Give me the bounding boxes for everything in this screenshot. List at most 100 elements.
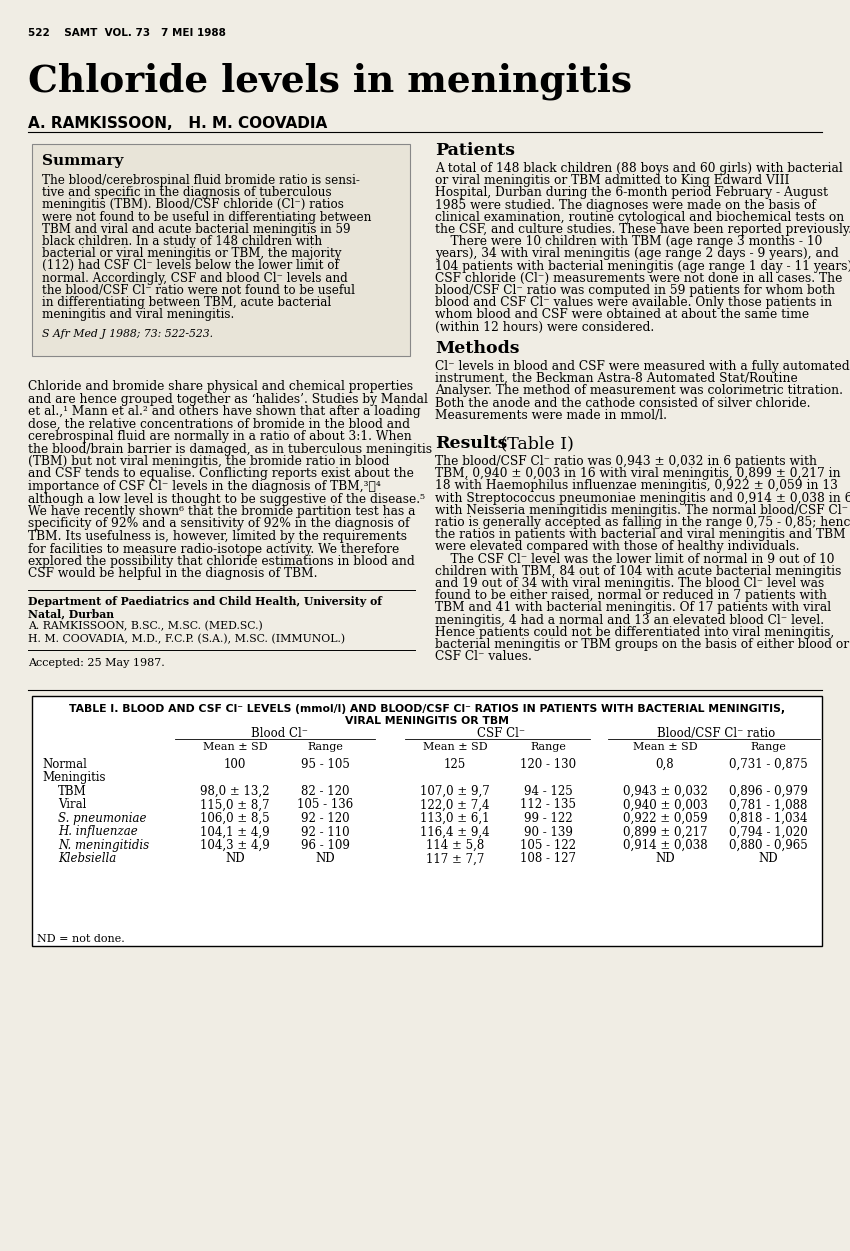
Text: importance of CSF Cl⁻ levels in the diagnosis of TBM,³‧⁴: importance of CSF Cl⁻ levels in the diag… xyxy=(28,480,381,493)
Text: normal. Accordingly, CSF and blood Cl⁻ levels and: normal. Accordingly, CSF and blood Cl⁻ l… xyxy=(42,271,348,284)
Text: with Streptococcus pneumoniae meningitis and 0,914 ± 0,038 in 6: with Streptococcus pneumoniae meningitis… xyxy=(435,492,850,504)
Text: 99 - 122: 99 - 122 xyxy=(524,812,572,824)
Text: cerebrospinal fluid are normally in a ratio of about 3:1. When: cerebrospinal fluid are normally in a ra… xyxy=(28,430,411,443)
Text: 100: 100 xyxy=(224,758,246,771)
Text: 0,922 ± 0,059: 0,922 ± 0,059 xyxy=(623,812,707,824)
Text: Summary: Summary xyxy=(42,154,123,168)
Text: The blood/cerebrospinal fluid bromide ratio is sensi-: The blood/cerebrospinal fluid bromide ra… xyxy=(42,174,360,186)
Text: Department of Paediatrics and Child Health, University of: Department of Paediatrics and Child Heal… xyxy=(28,595,382,607)
Text: 90 - 139: 90 - 139 xyxy=(524,826,572,838)
Text: the CSF, and culture studies. These have been reported previously.: the CSF, and culture studies. These have… xyxy=(435,223,850,236)
Text: specificity of 92% and a sensitivity of 92% in the diagnosis of: specificity of 92% and a sensitivity of … xyxy=(28,518,410,530)
Text: 0,914 ± 0,038: 0,914 ± 0,038 xyxy=(623,839,707,852)
Text: Accepted: 25 May 1987.: Accepted: 25 May 1987. xyxy=(28,658,165,668)
Text: 125: 125 xyxy=(444,758,466,771)
Text: Blood/CSF Cl⁻ ratio: Blood/CSF Cl⁻ ratio xyxy=(657,727,775,741)
Text: Analyser. The method of measurement was colorimetric titration.: Analyser. The method of measurement was … xyxy=(435,384,843,398)
Text: 18 with Haemophilus influenzae meningitis, 0,922 ± 0,059 in 13: 18 with Haemophilus influenzae meningiti… xyxy=(435,479,838,493)
Text: 116,4 ± 9,4: 116,4 ± 9,4 xyxy=(420,826,490,838)
Text: (Table I): (Table I) xyxy=(495,435,574,452)
Text: 120 - 130: 120 - 130 xyxy=(520,758,576,771)
Text: We have recently shown⁶ that the bromide partition test has a: We have recently shown⁶ that the bromide… xyxy=(28,505,416,518)
Text: N. meningitidis: N. meningitidis xyxy=(58,839,149,852)
Text: black children. In a study of 148 children with: black children. In a study of 148 childr… xyxy=(42,235,322,248)
Text: Results: Results xyxy=(435,435,507,452)
Text: 114 ± 5,8: 114 ± 5,8 xyxy=(426,839,484,852)
Text: 115,0 ± 8,7: 115,0 ± 8,7 xyxy=(201,798,269,812)
Text: H. influenzae: H. influenzae xyxy=(58,826,138,838)
Text: instrument, the Beckman Astra-8 Automated Stat/Routine: instrument, the Beckman Astra-8 Automate… xyxy=(435,373,798,385)
Text: (TBM) but not viral meningitis, the bromide ratio in blood: (TBM) but not viral meningitis, the brom… xyxy=(28,455,389,468)
Text: ND: ND xyxy=(655,852,675,866)
Text: Mean ± SD: Mean ± SD xyxy=(202,742,267,752)
Text: Normal: Normal xyxy=(42,758,87,771)
Text: found to be either raised, normal or reduced in 7 patients with: found to be either raised, normal or red… xyxy=(435,589,827,602)
Text: 522    SAMT  VOL. 73   7 MEI 1988: 522 SAMT VOL. 73 7 MEI 1988 xyxy=(28,28,226,38)
Text: were not found to be useful in differentiating between: were not found to be useful in different… xyxy=(42,210,371,224)
Text: children with TBM, 84 out of 104 with acute bacterial meningitis: children with TBM, 84 out of 104 with ac… xyxy=(435,564,842,578)
Text: TBM and viral and acute bacterial meningitis in 59: TBM and viral and acute bacterial mening… xyxy=(42,223,350,235)
Text: 0,781 - 1,088: 0,781 - 1,088 xyxy=(728,798,807,812)
Text: with Neisseria meningitidis meningitis. The normal blood/CSF Cl⁻: with Neisseria meningitidis meningitis. … xyxy=(435,504,848,517)
Text: Meningitis: Meningitis xyxy=(42,772,105,784)
Text: 92 - 120: 92 - 120 xyxy=(301,812,349,824)
Text: clinical examination, routine cytological and biochemical tests on: clinical examination, routine cytologica… xyxy=(435,211,844,224)
Text: the ratios in patients with bacterial and viral meningitis and TBM: the ratios in patients with bacterial an… xyxy=(435,528,846,542)
Text: TBM, 0,940 ± 0,003 in 16 with viral meningitis, 0,899 ± 0,217 in: TBM, 0,940 ± 0,003 in 16 with viral meni… xyxy=(435,467,841,480)
Text: 0,896 - 0,979: 0,896 - 0,979 xyxy=(728,784,807,798)
Text: the blood/CSF Cl⁻ ratio were not found to be useful: the blood/CSF Cl⁻ ratio were not found t… xyxy=(42,284,355,296)
Text: 0,818 - 1,034: 0,818 - 1,034 xyxy=(728,812,807,824)
Text: 104,3 ± 4,9: 104,3 ± 4,9 xyxy=(200,839,269,852)
Text: 82 - 120: 82 - 120 xyxy=(301,784,349,798)
Text: 0,731 - 0,875: 0,731 - 0,875 xyxy=(728,758,807,771)
Text: meningitis (TBM). Blood/CSF chloride (Cl⁻) ratios: meningitis (TBM). Blood/CSF chloride (Cl… xyxy=(42,199,344,211)
Text: Mean ± SD: Mean ± SD xyxy=(632,742,697,752)
Text: ND: ND xyxy=(315,852,335,866)
Text: The CSF Cl⁻ level was the lower limit of normal in 9 out of 10: The CSF Cl⁻ level was the lower limit of… xyxy=(435,553,835,565)
Text: Both the anode and the cathode consisted of silver chloride.: Both the anode and the cathode consisted… xyxy=(435,397,811,409)
Text: Viral: Viral xyxy=(58,798,87,812)
Text: meningitis, 4 had a normal and 13 an elevated blood Cl⁻ level.: meningitis, 4 had a normal and 13 an ele… xyxy=(435,613,824,627)
Text: CSF chloride (Cl⁻) measurements were not done in all cases. The: CSF chloride (Cl⁻) measurements were not… xyxy=(435,271,842,285)
Text: CSF Cl⁻: CSF Cl⁻ xyxy=(478,727,525,741)
Text: Measurements were made in mmol/l.: Measurements were made in mmol/l. xyxy=(435,409,667,422)
Text: TBM: TBM xyxy=(58,784,87,798)
Text: bacterial or viral meningitis or TBM, the majority: bacterial or viral meningitis or TBM, th… xyxy=(42,248,342,260)
Text: dose, the relative concentrations of bromide in the blood and: dose, the relative concentrations of bro… xyxy=(28,418,410,430)
Text: Natal, Durban: Natal, Durban xyxy=(28,608,114,619)
Text: for facilities to measure radio-isotope activity. We therefore: for facilities to measure radio-isotope … xyxy=(28,543,399,555)
Text: A. RAMKISSOON, B.SC., M.SC. (MED.SC.): A. RAMKISSOON, B.SC., M.SC. (MED.SC.) xyxy=(28,620,263,632)
Text: Hospital, Durban during the 6-month period February - August: Hospital, Durban during the 6-month peri… xyxy=(435,186,828,199)
Text: 104,1 ± 4,9: 104,1 ± 4,9 xyxy=(201,826,269,838)
Text: TBM and 41 with bacterial meningitis. Of 17 patients with viral: TBM and 41 with bacterial meningitis. Of… xyxy=(435,602,831,614)
Text: Chloride levels in meningitis: Chloride levels in meningitis xyxy=(28,63,632,100)
Text: ND = not done.: ND = not done. xyxy=(37,934,125,945)
Text: TBM. Its usefulness is, however, limited by the requirements: TBM. Its usefulness is, however, limited… xyxy=(28,530,407,543)
Text: (within 12 hours) were considered.: (within 12 hours) were considered. xyxy=(435,320,654,334)
Text: 122,0 ± 7,4: 122,0 ± 7,4 xyxy=(420,798,490,812)
Text: 106,0 ± 8,5: 106,0 ± 8,5 xyxy=(201,812,269,824)
Text: The blood/CSF Cl⁻ ratio was 0,943 ± 0,032 in 6 patients with: The blood/CSF Cl⁻ ratio was 0,943 ± 0,03… xyxy=(435,455,817,468)
Text: Range: Range xyxy=(530,742,566,752)
Text: 104 patients with bacterial meningitis (age range 1 day - 11 years).: 104 patients with bacterial meningitis (… xyxy=(435,260,850,273)
Text: 98,0 ± 13,2: 98,0 ± 13,2 xyxy=(201,784,269,798)
Text: tive and specific in the diagnosis of tuberculous: tive and specific in the diagnosis of tu… xyxy=(42,186,332,199)
Text: There were 10 children with TBM (age range 3 months - 10: There were 10 children with TBM (age ran… xyxy=(435,235,822,248)
Text: 117 ± 7,7: 117 ± 7,7 xyxy=(426,852,484,866)
Text: Range: Range xyxy=(307,742,343,752)
Text: and CSF tends to equalise. Conflicting reports exist about the: and CSF tends to equalise. Conflicting r… xyxy=(28,468,414,480)
Text: Klebsiella: Klebsiella xyxy=(58,852,116,866)
Text: meningitis and viral meningitis.: meningitis and viral meningitis. xyxy=(42,308,235,322)
Text: CSF would be helpful in the diagnosis of TBM.: CSF would be helpful in the diagnosis of… xyxy=(28,568,318,580)
Text: 112 - 135: 112 - 135 xyxy=(520,798,576,812)
Text: 95 - 105: 95 - 105 xyxy=(301,758,349,771)
FancyBboxPatch shape xyxy=(32,696,822,946)
Text: 0,880 - 0,965: 0,880 - 0,965 xyxy=(728,839,807,852)
Text: bacterial meningitis or TBM groups on the basis of either blood or: bacterial meningitis or TBM groups on th… xyxy=(435,638,849,651)
Text: 113,0 ± 6,1: 113,0 ± 6,1 xyxy=(420,812,490,824)
Text: Chloride and bromide share physical and chemical properties: Chloride and bromide share physical and … xyxy=(28,380,413,393)
Text: A total of 148 black children (88 boys and 60 girls) with bacterial: A total of 148 black children (88 boys a… xyxy=(435,161,842,175)
Text: 0,899 ± 0,217: 0,899 ± 0,217 xyxy=(623,826,707,838)
Text: 108 - 127: 108 - 127 xyxy=(520,852,576,866)
Text: whom blood and CSF were obtained at about the same time: whom blood and CSF were obtained at abou… xyxy=(435,309,809,322)
